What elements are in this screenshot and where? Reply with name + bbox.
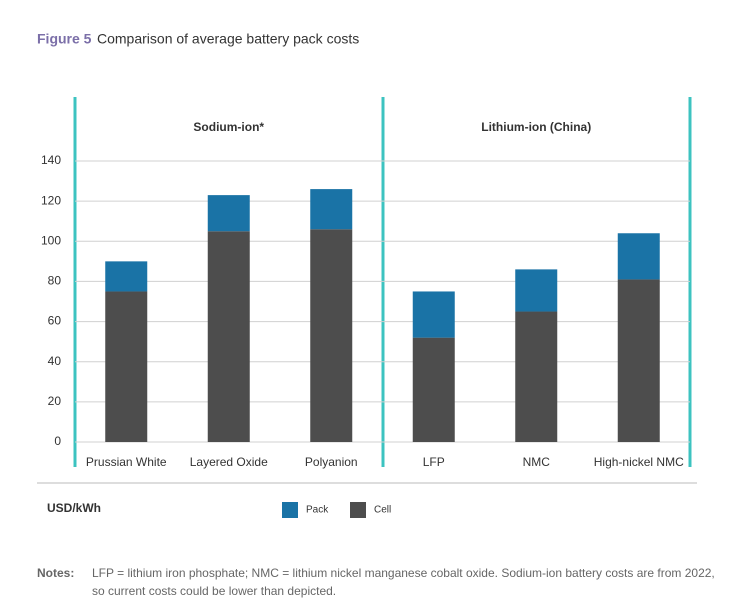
group-label: Sodium-ion* bbox=[193, 120, 264, 134]
legend-label: Pack bbox=[306, 505, 329, 516]
bar-segment bbox=[515, 269, 558, 312]
y-tick-label: 0 bbox=[54, 434, 61, 448]
y-axis-label: USD/kWh bbox=[47, 501, 101, 515]
bar-segment bbox=[207, 231, 250, 442]
figure-label: Figure 5 bbox=[37, 31, 92, 47]
bar-segment bbox=[412, 291, 455, 338]
legend-swatch bbox=[350, 502, 366, 518]
bar-segment bbox=[515, 311, 558, 442]
bar-segment bbox=[412, 337, 455, 442]
legend-label: Cell bbox=[374, 505, 391, 516]
bar-segment bbox=[105, 261, 148, 292]
bar-segment bbox=[617, 279, 660, 442]
x-tick-label: LFP bbox=[423, 455, 445, 469]
x-tick-label: High-nickel NMC bbox=[594, 455, 684, 469]
bar-segment bbox=[310, 189, 353, 230]
bar-segment bbox=[617, 233, 660, 280]
bar-segment bbox=[310, 229, 353, 442]
x-tick-label: Prussian White bbox=[86, 455, 167, 469]
y-tick-label: 20 bbox=[48, 394, 62, 408]
x-tick-label: NMC bbox=[523, 455, 551, 469]
x-tick-label: Layered Oxide bbox=[190, 455, 268, 469]
y-tick-label: 100 bbox=[41, 233, 61, 247]
chart-title: Comparison of average battery pack costs bbox=[97, 31, 359, 47]
y-tick-label: 40 bbox=[48, 354, 62, 368]
notes-text: so current costs could be lower than dep… bbox=[92, 584, 336, 598]
notes-text: LFP = lithium iron phosphate; NMC = lith… bbox=[92, 566, 715, 580]
legend-swatch bbox=[282, 502, 298, 518]
bar-segment bbox=[207, 195, 250, 232]
group-label: Lithium-ion (China) bbox=[481, 120, 591, 134]
x-tick-label: Polyanion bbox=[305, 455, 358, 469]
bar-segment bbox=[105, 291, 148, 442]
y-tick-label: 140 bbox=[41, 153, 61, 167]
y-tick-label: 80 bbox=[48, 274, 62, 288]
notes-label: Notes: bbox=[37, 566, 74, 580]
y-tick-label: 120 bbox=[41, 193, 61, 207]
y-tick-label: 60 bbox=[48, 314, 62, 328]
